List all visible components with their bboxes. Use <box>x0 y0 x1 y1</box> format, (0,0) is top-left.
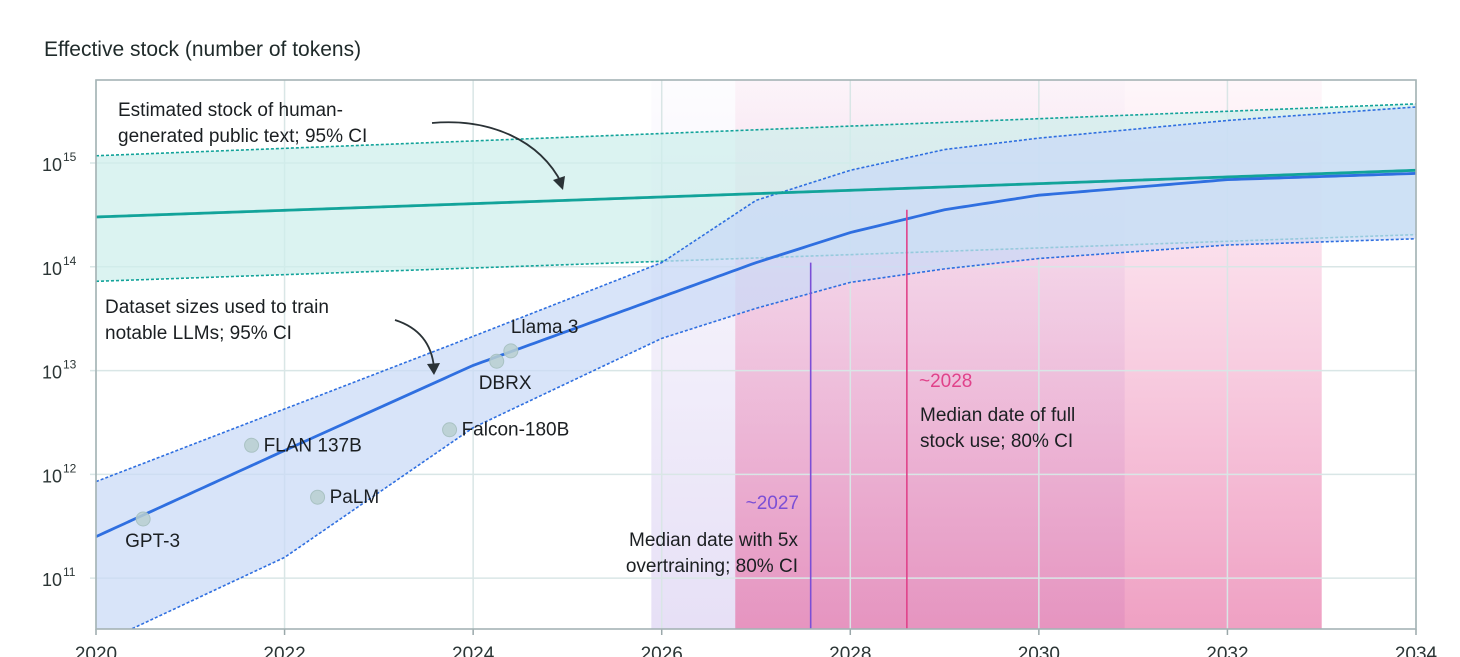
arrowhead-icon <box>427 363 440 375</box>
y-tick-exponent: 13 <box>63 358 77 372</box>
x-tick-label: 2022 <box>263 644 305 657</box>
model-point <box>135 511 151 527</box>
datasets-annotation: notable LLMs; 95% CI <box>105 323 292 344</box>
full-use-median-label: ~2028 <box>919 371 972 392</box>
x-tick-label: 2020 <box>75 644 117 657</box>
y-tick-base: 10 <box>42 363 62 383</box>
x-tick-label: 2030 <box>1018 644 1060 657</box>
datasets-annotation: Dataset sizes used to train <box>105 297 329 318</box>
datasets-upper-ci-line <box>96 106 1416 483</box>
datasets-ci-band <box>96 106 1416 629</box>
model-point <box>489 353 505 369</box>
model-label: Llama 3 <box>511 317 579 338</box>
model-label: PaLM <box>330 487 380 508</box>
stock-annotation: Estimated stock of human- <box>118 100 343 121</box>
x-tick-label: 2034 <box>1395 644 1438 657</box>
y-tick-base: 10 <box>42 570 62 590</box>
plot-frame <box>95 79 1417 630</box>
model-point <box>503 343 519 359</box>
x-tick-label: 2032 <box>1206 644 1248 657</box>
y-tick-base: 10 <box>42 259 62 279</box>
stock-median-line <box>96 168 1416 219</box>
stock-annotation-arrow <box>431 121 563 185</box>
model-point <box>442 422 458 438</box>
datasets-annotation-arrow <box>394 319 435 369</box>
y-tick-exponent: 12 <box>63 461 77 475</box>
model-label: Falcon-180B <box>462 420 570 441</box>
y-tick-exponent: 11 <box>63 565 76 579</box>
datasets-median-line <box>96 172 1416 538</box>
overtraining-annotation: overtraining; 80% CI <box>626 556 798 577</box>
model-label: GPT-3 <box>125 531 180 552</box>
overtraining-annotation: Median date with 5x <box>629 530 798 551</box>
x-tick-label: 2028 <box>829 644 871 657</box>
model-label: FLAN 137B <box>264 435 362 456</box>
model-label: DBRX <box>479 373 532 394</box>
full-use-annotation: stock use; 80% CI <box>920 431 1073 452</box>
overtraining-median-label: ~2027 <box>746 493 799 514</box>
y-tick-base: 10 <box>42 155 62 175</box>
full-use-annotation: Median date of full <box>920 405 1075 426</box>
model-point <box>310 489 326 505</box>
y-tick-base: 10 <box>42 466 62 486</box>
stock-annotation: generated public text; 95% CI <box>118 126 367 147</box>
arrowhead-icon <box>553 176 565 190</box>
chart-title: Effective stock (number of tokens) <box>44 38 362 61</box>
y-tick-exponent: 14 <box>63 254 77 268</box>
datasets-lower-ci-line <box>129 237 1416 629</box>
x-tick-label: 2026 <box>641 644 683 657</box>
stock-upper-ci-line <box>96 103 1416 157</box>
x-tick-label: 2024 <box>452 644 495 657</box>
model-point <box>244 437 260 453</box>
y-tick-exponent: 15 <box>63 150 77 164</box>
